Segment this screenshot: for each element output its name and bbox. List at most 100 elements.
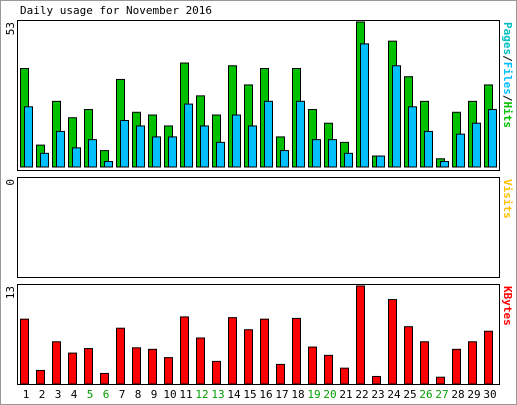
- kbytes-panel: [17, 284, 500, 385]
- kbytes-panel-bar-kbytes-day-22: [356, 285, 365, 385]
- hits-panel-bar-files-day-26: [424, 130, 433, 168]
- x-tick-label-day-16: 16: [259, 388, 272, 401]
- hits-panel-bar-files-day-27: [440, 161, 449, 168]
- kbytes-legend: KBytes: [501, 286, 514, 326]
- hits-axis-max-label: 53: [4, 22, 17, 35]
- hits-panel-bar-files-day-15: [248, 125, 257, 168]
- hits-panel-legend-item: Hits: [501, 102, 514, 129]
- x-tick-label-day-4: 4: [71, 388, 78, 401]
- kbytes-panel-bar-kbytes-day-1: [20, 318, 29, 385]
- kbytes-panel-bar-kbytes-day-19: [308, 346, 317, 385]
- hits-panel-bar-files-day-5: [88, 139, 97, 168]
- visits-panel: [17, 177, 500, 278]
- hits-panel-legend-item: /: [501, 55, 514, 62]
- kbytes-panel-bar-kbytes-day-15: [244, 329, 253, 385]
- hits-panel-bar-files-day-30: [488, 109, 497, 168]
- kbytes-panel-bar-kbytes-day-5: [84, 348, 93, 385]
- hits-panel-bar-files-day-23: [376, 155, 385, 168]
- hits-legend: Pages/Files/Hits: [501, 22, 514, 128]
- hits-panel-legend-item: Files: [501, 62, 514, 95]
- kbytes-panel-bar-kbytes-day-28: [452, 348, 461, 385]
- kbytes-panel-bar-kbytes-day-6: [100, 372, 109, 385]
- hits-panel-bar-files-day-29: [472, 122, 481, 168]
- hits-panel-bar-files-day-4: [72, 147, 81, 168]
- x-tick-label-day-30: 30: [483, 388, 496, 401]
- hits-panel-bar-files-day-17: [280, 150, 289, 168]
- kbytes-panel-bar-kbytes-day-30: [484, 330, 493, 385]
- hits-panel-bar-files-day-16: [264, 100, 273, 168]
- x-tick-label-day-7: 7: [119, 388, 126, 401]
- x-tick-label-day-26: 26: [419, 388, 432, 401]
- hits-panel-bar-files-day-18: [296, 100, 305, 168]
- x-tick-label-day-13: 13: [211, 388, 224, 401]
- chart-marks: [20, 21, 497, 385]
- visits-panel-legend-item: Visits: [501, 179, 514, 219]
- x-tick-label-day-23: 23: [371, 388, 384, 401]
- x-tick-label-day-21: 21: [339, 388, 352, 401]
- hits-panel-bar-files-day-1: [24, 106, 33, 168]
- kbytes-panel-bar-kbytes-day-4: [68, 352, 77, 385]
- kbytes-panel-bar-kbytes-day-26: [420, 341, 429, 385]
- kbytes-panel-bar-kbytes-day-25: [404, 326, 413, 385]
- x-tick-label-day-22: 22: [355, 388, 368, 401]
- kbytes-panel-bar-kbytes-day-29: [468, 341, 477, 385]
- hits-panel-bar-files-day-7: [120, 119, 129, 168]
- hits-panel-bar-files-day-9: [152, 136, 161, 168]
- kbytes-panel-bar-kbytes-day-27: [436, 376, 445, 385]
- kbytes-panel-bar-kbytes-day-11: [180, 316, 189, 385]
- hits-panel-bar-files-day-20: [328, 139, 337, 168]
- x-tick-label-day-28: 28: [451, 388, 464, 401]
- hits-panel-bar-files-day-22: [360, 43, 369, 168]
- x-tick-label-day-9: 9: [151, 388, 158, 401]
- hits-panel-legend-item: /: [501, 95, 514, 102]
- x-tick-label-day-11: 11: [179, 388, 192, 401]
- hits-panel-bar-files-day-21: [344, 152, 353, 168]
- hits-panel-bar-files-day-8: [136, 125, 145, 168]
- kbytes-panel-bar-kbytes-day-21: [340, 367, 349, 385]
- kbytes-panel-bar-kbytes-day-16: [260, 318, 269, 385]
- x-axis-labels: 1 2 3 4 5 6 7 8 9 10 11 12 13 14 15 16 17 18 19 20 21 22 23 24 2…: [23, 388, 497, 401]
- kbytes-panel-bar-kbytes-day-12: [196, 337, 205, 385]
- x-tick-label-day-25: 25: [403, 388, 416, 401]
- kbytes-panel-bar-kbytes-day-8: [132, 347, 141, 385]
- x-tick-label-day-1: 1: [23, 388, 30, 401]
- kbytes-panel-bar-kbytes-day-10: [164, 357, 173, 385]
- hits-panel-bar-files-day-25: [408, 106, 417, 168]
- x-tick-label-day-29: 29: [467, 388, 480, 401]
- x-tick-label-day-8: 8: [135, 388, 142, 401]
- hits-panel-bar-files-day-14: [232, 114, 241, 168]
- x-tick-label-day-24: 24: [387, 388, 401, 401]
- hits-panel-bar-files-day-3: [56, 130, 65, 168]
- x-tick-label-day-27: 27: [435, 388, 448, 401]
- x-tick-label-day-17: 17: [275, 388, 288, 401]
- x-tick-label-day-3: 3: [55, 388, 62, 401]
- x-tick-label-day-14: 14: [227, 388, 241, 401]
- x-tick-label-day-5: 5: [87, 388, 94, 401]
- kbytes-panel-legend-item: KBytes: [501, 286, 514, 326]
- hits-panel-bar-files-day-13: [216, 141, 225, 168]
- kbytes-panel-bar-kbytes-day-2: [36, 369, 45, 385]
- visits-legend: Visits: [501, 179, 514, 219]
- kbytes-axis-max-label: 13: [4, 286, 17, 299]
- hits-panel: [17, 20, 500, 171]
- hits-panel-bar-files-day-12: [200, 125, 209, 168]
- kbytes-panel-bar-kbytes-day-20: [324, 354, 333, 385]
- kbytes-panel-bar-kbytes-day-13: [212, 360, 221, 385]
- kbytes-panel-bar-kbytes-day-7: [116, 327, 125, 385]
- kbytes-panel-bar-kbytes-day-14: [228, 317, 237, 385]
- kbytes-panel-bar-kbytes-day-18: [292, 317, 301, 385]
- kbytes-panel-bar-kbytes-day-9: [148, 348, 157, 385]
- kbytes-panel-bar-kbytes-day-3: [52, 341, 61, 385]
- x-tick-label-day-20: 20: [323, 388, 336, 401]
- x-tick-label-day-12: 12: [195, 388, 208, 401]
- visits-axis-max-label: 0: [4, 179, 17, 186]
- hits-panel-legend-item: Pages: [501, 22, 514, 55]
- kbytes-panel-bar-kbytes-day-24: [388, 299, 397, 385]
- x-tick-label-day-18: 18: [291, 388, 304, 401]
- hits-panel-bar-files-day-24: [392, 65, 401, 168]
- x-tick-label-day-2: 2: [39, 388, 46, 401]
- hits-panel-bar-files-day-28: [456, 133, 465, 168]
- kbytes-panel-bar-kbytes-day-17: [276, 363, 285, 385]
- x-tick-label-day-19: 19: [307, 388, 320, 401]
